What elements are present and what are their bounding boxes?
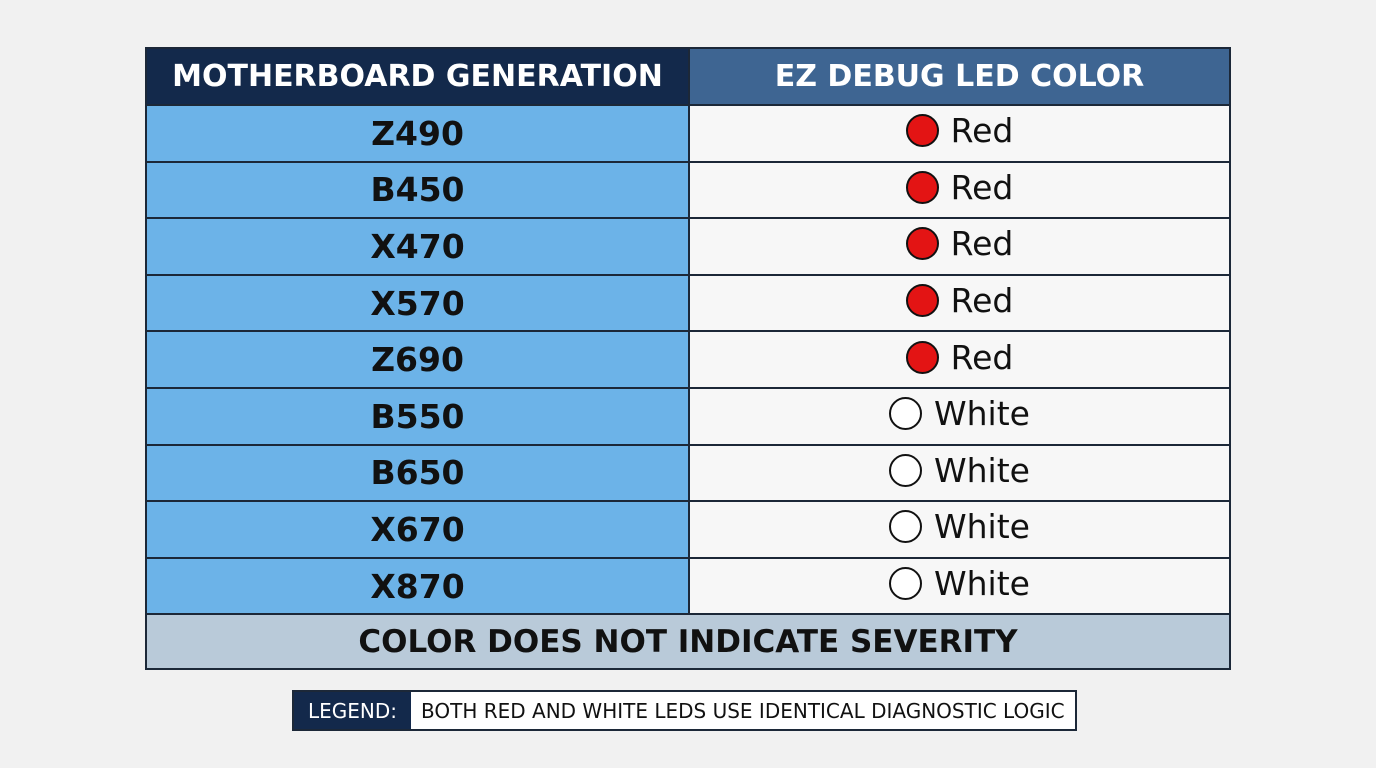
led-wrap: White xyxy=(889,394,1030,433)
led-cell: Red xyxy=(688,217,1231,276)
generation-cell: Z490 xyxy=(145,104,690,163)
table-row: Z690 Red xyxy=(145,330,1231,389)
led-cell: Red xyxy=(688,330,1231,389)
led-color: Red xyxy=(950,111,1014,151)
generation-cell: X870 xyxy=(145,556,690,616)
table-row: X670 White xyxy=(145,500,1231,559)
generation-cell: X570 xyxy=(145,273,690,333)
generation-cell: B650 xyxy=(145,443,690,503)
header-cell: EZ DEBUG LED COLOR xyxy=(688,47,1231,106)
header-cell: MOTHERBOARD GENERATION xyxy=(145,47,690,106)
led-cell: Red xyxy=(688,273,1231,333)
footer-row: COLOR DOES NOT INDICATE SEVERITY xyxy=(145,613,1231,671)
legend-label: LEGEND: xyxy=(294,692,412,729)
led-color: Red xyxy=(950,281,1014,321)
led-color: White xyxy=(934,564,1030,604)
led-dot xyxy=(905,340,939,374)
led-cell: White xyxy=(688,500,1231,559)
generation-cell: Z690 xyxy=(145,330,690,389)
led-wrap: Red xyxy=(905,281,1014,321)
table-row: X870 White xyxy=(145,556,1231,616)
led-color: Red xyxy=(950,224,1014,264)
led-cell: Red xyxy=(688,104,1231,163)
table-row: B650 White xyxy=(145,443,1231,503)
led-wrap: White xyxy=(889,564,1030,603)
led-color: White xyxy=(934,450,1030,490)
generation-cell: B450 xyxy=(145,160,690,220)
led-wrap: Red xyxy=(905,224,1014,264)
generation-cell: X470 xyxy=(145,217,690,276)
led-dot xyxy=(889,567,923,601)
led-cell: White xyxy=(688,386,1231,446)
led-dot xyxy=(905,114,939,148)
generation-cell: B550 xyxy=(145,386,690,446)
led-dot xyxy=(889,397,923,431)
led-wrap: White xyxy=(889,507,1030,546)
led-dot xyxy=(905,227,939,261)
led-wrap: White xyxy=(889,451,1030,490)
table-body: Z490 Red B450 Red X470 Red X570 Red Z690 Red B550 W… xyxy=(145,104,1231,616)
table-row: B450 Red xyxy=(145,160,1231,220)
led-dot xyxy=(889,453,923,487)
generation-cell: X670 xyxy=(145,500,690,559)
led-wrap: Red xyxy=(905,167,1014,207)
led-table: MOTHERBOARD GENERATION EZ DEBUG LED COLO… xyxy=(145,47,1231,671)
table-row: B550 White xyxy=(145,386,1231,446)
led-color: Red xyxy=(950,167,1014,207)
led-dot xyxy=(905,284,939,318)
header-row: MOTHERBOARD GENERATION EZ DEBUG LED COLO… xyxy=(145,47,1231,106)
table-row: X570 Red xyxy=(145,273,1231,333)
led-dot xyxy=(889,510,923,544)
led-color: White xyxy=(934,394,1030,434)
legend-text: BOTH RED AND WHITE LEDS USE IDENTICAL DI… xyxy=(421,698,1065,723)
led-wrap: Red xyxy=(905,111,1014,151)
legend: LEGEND: BOTH RED AND WHITE LEDS USE IDEN… xyxy=(292,690,1077,731)
led-cell: Red xyxy=(688,160,1231,220)
led-cell: White xyxy=(688,556,1231,616)
led-dot xyxy=(905,170,939,204)
led-color: White xyxy=(934,507,1030,547)
table-row: Z490 Red xyxy=(145,104,1231,163)
led-color: Red xyxy=(950,337,1014,377)
footer-note: COLOR DOES NOT INDICATE SEVERITY xyxy=(145,613,1231,671)
led-wrap: Red xyxy=(905,337,1014,377)
table-row: X470 Red xyxy=(145,217,1231,276)
led-cell: White xyxy=(688,443,1231,503)
